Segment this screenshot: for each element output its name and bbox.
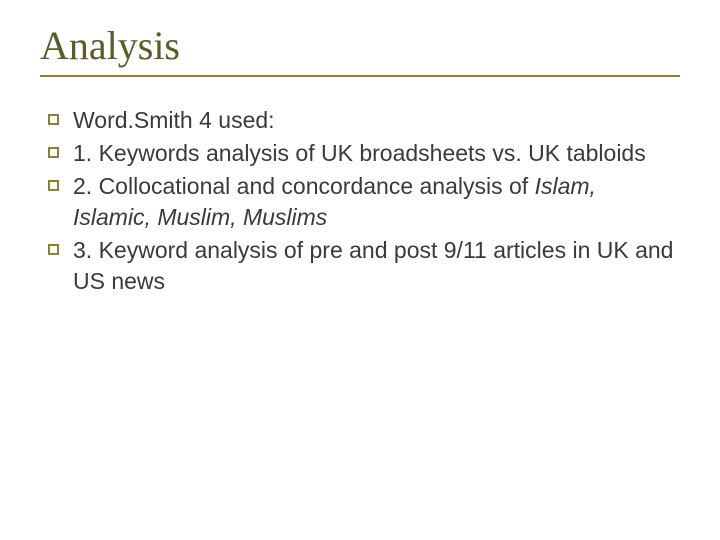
bullet-text: Word.Smith 4 used: xyxy=(73,105,275,136)
list-item: 2. Collocational and concordance analysi… xyxy=(48,171,680,233)
slide: Analysis Word.Smith 4 used: 1. Keywords … xyxy=(0,0,720,540)
title-underline xyxy=(40,75,680,77)
bullet-list: Word.Smith 4 used: 1. Keywords analysis … xyxy=(40,105,680,297)
square-bullet-icon xyxy=(48,147,59,158)
square-bullet-icon xyxy=(48,180,59,191)
slide-title: Analysis xyxy=(40,22,680,69)
square-bullet-icon xyxy=(48,244,59,255)
square-bullet-icon xyxy=(48,114,59,125)
bullet-text: 1. Keywords analysis of UK broadsheets v… xyxy=(73,138,646,169)
list-item: Word.Smith 4 used: xyxy=(48,105,680,136)
list-item: 3. Keyword analysis of pre and post 9/11… xyxy=(48,235,680,297)
list-item: 1. Keywords analysis of UK broadsheets v… xyxy=(48,138,680,169)
bullet-text-prefix: 2. Collocational and concordance analysi… xyxy=(73,173,535,199)
bullet-text: 2. Collocational and concordance analysi… xyxy=(73,171,680,233)
bullet-text: 3. Keyword analysis of pre and post 9/11… xyxy=(73,235,680,297)
